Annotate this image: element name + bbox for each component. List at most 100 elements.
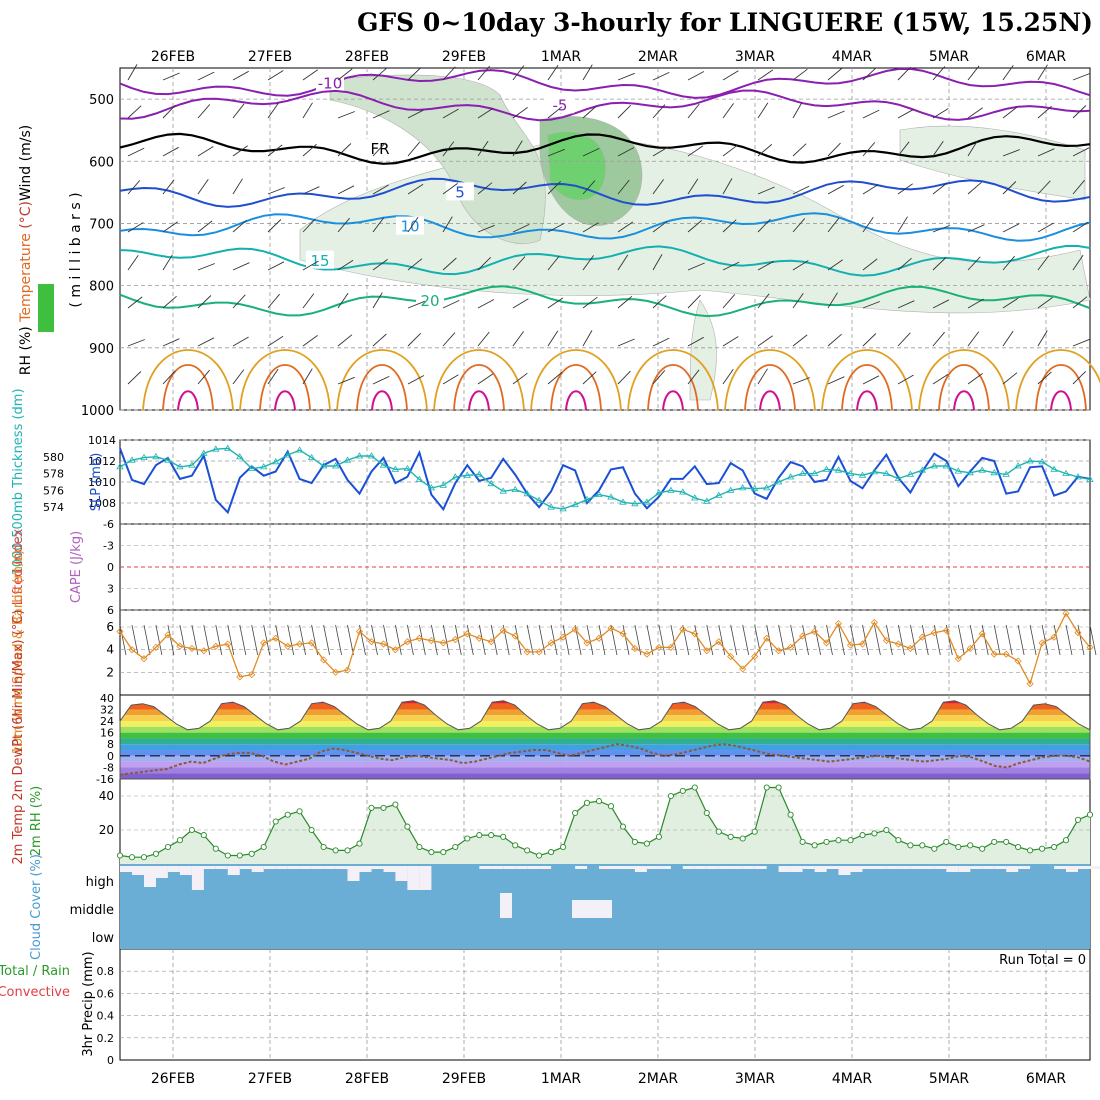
wind-barb-101 — [722, 178, 733, 195]
thickness-point-79 — [1062, 469, 1070, 476]
cloud-high-bar-34 — [527, 866, 540, 869]
wind-point-81 — [1086, 643, 1094, 651]
cloud-high-bar-55 — [778, 866, 791, 872]
wind-barb-182 — [617, 296, 633, 309]
temp-band-5 — [120, 721, 1090, 727]
surface-barb-7 — [203, 624, 211, 656]
wind-barb-221 — [1002, 330, 1014, 347]
wind-point-33 — [511, 632, 519, 640]
wind-barb-117 — [302, 218, 316, 233]
thickness-point-21 — [367, 452, 376, 459]
surface-barb-74 — [1005, 624, 1013, 656]
pressure-tick-500: 500 — [89, 93, 114, 108]
cloud-high-bar-23 — [395, 866, 408, 881]
cloud-high-bar-69 — [946, 866, 959, 872]
wind-barb-88 — [267, 187, 285, 195]
wind-barb-124 — [547, 223, 565, 233]
surface-barb-27 — [442, 624, 450, 656]
thickness-point-42 — [619, 498, 627, 505]
wind-barb-190 — [897, 300, 915, 309]
isotherm-10 — [119, 212, 1091, 242]
wind-barb-1 — [162, 72, 180, 81]
precip-tick-3: 0.2 — [97, 1032, 115, 1045]
pressure-tick-900: 900 — [89, 342, 114, 357]
wind-point-17 — [320, 656, 328, 664]
wind-barb-133 — [862, 217, 874, 233]
rh-point-22 — [380, 804, 387, 811]
thickness-point-73 — [990, 469, 998, 476]
wind-barb-13 — [582, 64, 593, 81]
wind-point-64 — [882, 637, 890, 645]
wind-barb-115 — [232, 219, 247, 233]
wind-barb-235 — [512, 372, 528, 385]
wind-barb-244 — [827, 376, 845, 385]
cloud-high-bar-79 — [1066, 866, 1078, 872]
surface-barb-18 — [335, 624, 342, 656]
temp-band-11 — [120, 755, 1090, 762]
isotherm-15 — [119, 245, 1091, 277]
wind-point-75 — [1014, 657, 1022, 665]
wind-barb-104 — [827, 184, 844, 195]
cloud-high-bar-75 — [1018, 866, 1031, 869]
date-label-bottom-8: 5MAR — [929, 1071, 970, 1087]
cloud-high-bar-71 — [970, 866, 983, 869]
wind-barb-239 — [652, 370, 666, 385]
surface-barb-45 — [658, 624, 666, 656]
wind-barb-114 — [197, 220, 213, 233]
wind-point-22 — [379, 640, 388, 648]
rh-point-60 — [835, 837, 842, 844]
wind-point-5 — [176, 642, 184, 650]
wind-barb-30 — [197, 104, 211, 119]
thickness-point-68 — [930, 462, 939, 469]
wind-barb-68 — [547, 148, 565, 157]
slp-tick-1012: 1012 — [88, 455, 116, 468]
wind-barb-183 — [652, 295, 667, 309]
rh-point-37 — [560, 843, 567, 851]
lifted-tick-0: -6 — [103, 518, 114, 531]
thickness-point-37 — [559, 505, 567, 512]
wind-barb-112 — [127, 222, 144, 233]
cloud-high-bar-70 — [958, 866, 971, 872]
thickness-point-63 — [870, 468, 879, 475]
cloud-high-bar-62 — [862, 866, 875, 869]
thickness-point-35 — [535, 496, 543, 503]
wind-barb-23 — [932, 66, 946, 81]
warm-contour-mid-4 — [550, 364, 602, 411]
warm-contour-outer-5 — [627, 349, 719, 411]
wind-point-48 — [691, 630, 699, 638]
wind-point-51 — [727, 652, 735, 661]
wind-barb-151 — [512, 256, 526, 271]
wind-barb-26 — [1037, 64, 1048, 81]
thickness-point-70 — [954, 467, 963, 474]
wind-barb-33 — [302, 102, 313, 119]
wind-point-2 — [140, 655, 148, 663]
thickness-point-52 — [738, 484, 747, 491]
surface-barb-56 — [790, 624, 797, 656]
temp-band-3 — [120, 709, 1090, 716]
wind-barb-121 — [442, 216, 453, 233]
date-label-bottom-6: 3MAR — [735, 1071, 776, 1087]
wind-barb-93 — [442, 183, 458, 195]
wind-barb-213 — [722, 336, 739, 347]
slp-tick-1010: 1010 — [88, 476, 116, 489]
wind-barb-195 — [1072, 296, 1088, 309]
rh-point-23 — [392, 801, 399, 808]
wind-point-60 — [834, 620, 843, 628]
rh-point-33 — [512, 842, 519, 849]
wind-point-43 — [631, 644, 639, 653]
wind-barb-70 — [617, 147, 635, 157]
precip-conv-label: Convective — [0, 985, 70, 1000]
surface-barb-19 — [347, 624, 354, 656]
wind-barb-47 — [792, 102, 803, 119]
rh-point-43 — [631, 838, 638, 845]
rh-point-24 — [404, 823, 411, 830]
wind-barb-109 — [1002, 181, 1017, 195]
rh-point-51 — [727, 833, 734, 840]
wind-barb-51 — [932, 108, 949, 119]
wind-barb-238 — [617, 370, 631, 385]
wind-point-80 — [1074, 629, 1082, 637]
rh-point-1 — [128, 854, 136, 861]
warm-contour-outer-6 — [724, 349, 816, 411]
wind-barb-136 — [967, 224, 985, 233]
wind-point-49 — [703, 647, 711, 655]
